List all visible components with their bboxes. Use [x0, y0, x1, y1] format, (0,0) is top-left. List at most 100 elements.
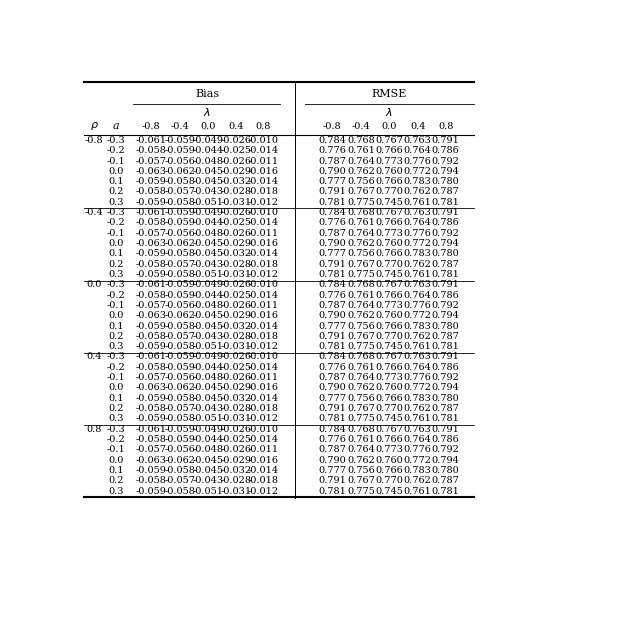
- Text: 0.766: 0.766: [376, 290, 403, 300]
- Text: 0.794: 0.794: [431, 312, 460, 320]
- Text: -0.043: -0.043: [193, 476, 224, 485]
- Text: 0.791: 0.791: [318, 332, 346, 341]
- Text: -0.014: -0.014: [248, 466, 279, 475]
- Text: -0.058: -0.058: [165, 487, 195, 495]
- Text: 0.787: 0.787: [318, 229, 346, 238]
- Text: -0.029: -0.029: [221, 167, 252, 176]
- Text: 0.761: 0.761: [347, 219, 375, 227]
- Text: -0.059: -0.059: [165, 280, 195, 289]
- Text: -0.014: -0.014: [248, 363, 279, 372]
- Text: -0.058: -0.058: [136, 435, 167, 444]
- Text: -0.025: -0.025: [221, 290, 252, 300]
- Text: -0.059: -0.059: [165, 136, 195, 145]
- Text: 0.768: 0.768: [347, 425, 375, 434]
- Text: -0.014: -0.014: [248, 290, 279, 300]
- Text: -0.018: -0.018: [248, 332, 279, 341]
- Text: -0.2: -0.2: [107, 435, 125, 444]
- Text: -0.057: -0.057: [165, 260, 195, 269]
- Text: 0.786: 0.786: [431, 146, 460, 155]
- Text: 0.764: 0.764: [404, 146, 431, 155]
- Text: 0.792: 0.792: [431, 373, 460, 382]
- Text: 0.764: 0.764: [404, 363, 431, 372]
- Text: -0.057: -0.057: [165, 188, 195, 196]
- Text: -0.026: -0.026: [221, 280, 252, 289]
- Text: -0.045: -0.045: [193, 466, 224, 475]
- Text: -0.045: -0.045: [193, 321, 224, 331]
- Text: -0.061: -0.061: [136, 280, 167, 289]
- Text: 0.784: 0.784: [318, 136, 346, 145]
- Text: 0.792: 0.792: [431, 301, 460, 310]
- Text: 0.767: 0.767: [376, 136, 403, 145]
- Text: 0.783: 0.783: [404, 177, 431, 186]
- Text: 0.4: 0.4: [229, 121, 244, 131]
- Text: -0.026: -0.026: [221, 136, 252, 145]
- Text: 0.784: 0.784: [318, 280, 346, 289]
- Text: -0.028: -0.028: [221, 332, 252, 341]
- Text: 0.1: 0.1: [109, 394, 124, 402]
- Text: 0.787: 0.787: [318, 301, 346, 310]
- Text: 0.2: 0.2: [109, 332, 124, 341]
- Text: -0.014: -0.014: [248, 435, 279, 444]
- Text: 0.0: 0.0: [109, 312, 124, 320]
- Text: 0.770: 0.770: [376, 332, 403, 341]
- Text: -0.014: -0.014: [248, 146, 279, 155]
- Text: 0.761: 0.761: [347, 290, 375, 300]
- Text: -0.043: -0.043: [193, 188, 224, 196]
- Text: -0.062: -0.062: [165, 383, 195, 392]
- Text: 0.784: 0.784: [318, 353, 346, 361]
- Text: -0.026: -0.026: [221, 229, 252, 238]
- Text: 0.791: 0.791: [318, 476, 346, 485]
- Text: -0.058: -0.058: [136, 363, 167, 372]
- Text: 0.767: 0.767: [376, 280, 403, 289]
- Text: 0.760: 0.760: [376, 383, 403, 392]
- Text: 0.762: 0.762: [404, 260, 431, 269]
- Text: 0.790: 0.790: [318, 455, 346, 465]
- Text: -0.026: -0.026: [221, 353, 252, 361]
- Text: -0.058: -0.058: [136, 290, 167, 300]
- Text: 0.791: 0.791: [431, 208, 460, 217]
- Text: -0.2: -0.2: [107, 146, 125, 155]
- Text: 0.770: 0.770: [376, 404, 403, 413]
- Text: 0.767: 0.767: [376, 208, 403, 217]
- Text: -0.048: -0.048: [193, 156, 224, 166]
- Text: 0.772: 0.772: [404, 312, 431, 320]
- Text: 0.766: 0.766: [376, 435, 403, 444]
- Text: 0.768: 0.768: [347, 136, 375, 145]
- Text: 0.787: 0.787: [431, 260, 460, 269]
- Text: -0.049: -0.049: [193, 280, 224, 289]
- Text: 0.4: 0.4: [410, 121, 426, 131]
- Text: 0.791: 0.791: [431, 353, 460, 361]
- Text: -0.056: -0.056: [165, 301, 195, 310]
- Text: 0.761: 0.761: [347, 363, 375, 372]
- Text: 0.791: 0.791: [318, 188, 346, 196]
- Text: 0.761: 0.761: [347, 146, 375, 155]
- Text: 0.787: 0.787: [318, 156, 346, 166]
- Text: -0.045: -0.045: [193, 312, 224, 320]
- Text: 0.3: 0.3: [109, 270, 124, 279]
- Text: -0.4: -0.4: [352, 121, 370, 131]
- Text: 0.764: 0.764: [347, 373, 375, 382]
- Text: 0.786: 0.786: [431, 219, 460, 227]
- Text: $\lambda$: $\lambda$: [203, 106, 212, 118]
- Text: -0.014: -0.014: [248, 219, 279, 227]
- Text: 0.760: 0.760: [376, 239, 403, 248]
- Text: -0.062: -0.062: [165, 312, 195, 320]
- Text: -0.044: -0.044: [193, 363, 224, 372]
- Text: -0.1: -0.1: [107, 229, 125, 238]
- Text: -0.018: -0.018: [248, 188, 279, 196]
- Text: 0.780: 0.780: [431, 249, 460, 259]
- Text: 0.766: 0.766: [376, 146, 403, 155]
- Text: 0.8: 0.8: [87, 425, 102, 434]
- Text: -0.3: -0.3: [107, 280, 125, 289]
- Text: -0.058: -0.058: [136, 332, 167, 341]
- Text: 0.787: 0.787: [431, 404, 460, 413]
- Text: -0.059: -0.059: [165, 363, 195, 372]
- Text: 0.780: 0.780: [431, 321, 460, 331]
- Text: 0.756: 0.756: [347, 466, 375, 475]
- Text: -0.045: -0.045: [193, 177, 224, 186]
- Text: 0.8: 0.8: [255, 121, 271, 131]
- Text: -0.8: -0.8: [85, 136, 104, 145]
- Text: 0.766: 0.766: [376, 177, 403, 186]
- Text: -0.028: -0.028: [221, 188, 252, 196]
- Text: -0.051: -0.051: [193, 270, 224, 279]
